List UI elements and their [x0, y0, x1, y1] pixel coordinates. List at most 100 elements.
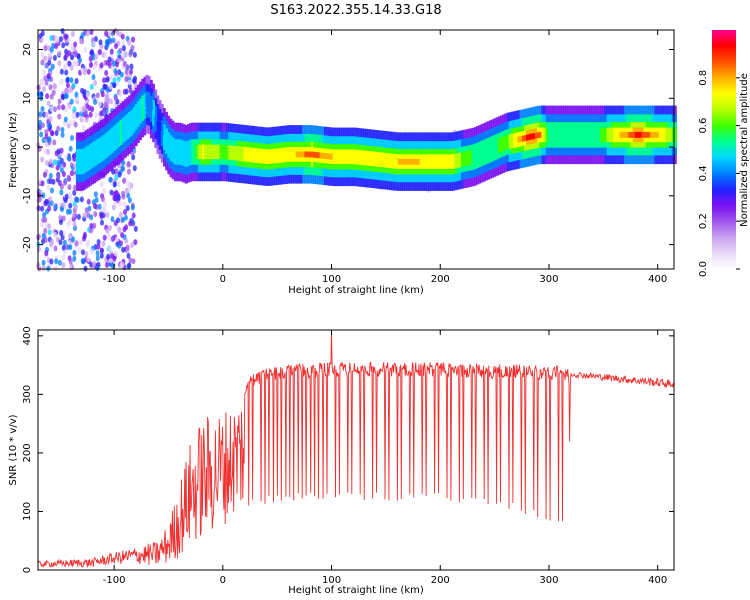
ridge-core-cell [289, 151, 292, 158]
ridge-core-cell [378, 156, 382, 163]
colorbar-tick-label: 0.2 [698, 213, 709, 229]
ridge-core-cell [163, 134, 166, 141]
ridge-core-cell [180, 149, 184, 156]
noise-speckle [124, 187, 129, 194]
ridge-core-cell [419, 158, 423, 165]
noise-speckle [120, 33, 125, 40]
noise-speckle [97, 49, 102, 55]
ridge-core-cell [308, 151, 312, 158]
noise-speckle [93, 191, 98, 198]
ridge-core-cell [189, 149, 192, 156]
noise-speckle [98, 39, 103, 46]
heatmap-x-axis-label: Height of straight line (km) [288, 285, 424, 296]
heatmap-frame [37, 29, 675, 270]
noise-speckle [53, 265, 58, 272]
ridge-core-cell [115, 133, 118, 140]
noise-speckle [89, 83, 94, 90]
noise-speckle [71, 212, 76, 219]
noise-speckle [63, 64, 67, 70]
noise-speckle [59, 230, 64, 237]
ridge-core-cell [580, 131, 584, 138]
noise-speckle [66, 174, 71, 181]
ridge-core-cell [106, 141, 110, 148]
ridge-core-cell [506, 139, 510, 145]
noise-speckle [126, 180, 130, 187]
noise-speckle [60, 126, 65, 133]
ridge-core-cell [628, 131, 632, 138]
noise-speckle [106, 97, 111, 103]
ridge-core-cell [206, 149, 210, 155]
noise-speckle [43, 227, 48, 234]
ridge-core-cell [537, 132, 540, 139]
ridge-core-cell [543, 131, 547, 138]
noise-speckle [102, 234, 107, 241]
noise-speckle [112, 32, 117, 39]
x-tick-label: -100 [103, 575, 126, 586]
noise-speckle [86, 198, 91, 205]
noise-speckle [100, 196, 105, 203]
noise-speckle [58, 214, 63, 221]
noise-speckle [107, 30, 112, 37]
noise-speckle [89, 214, 94, 221]
ridge-core-cell [313, 151, 316, 158]
noise-speckle [57, 50, 62, 57]
ridge-core-cell [267, 153, 271, 160]
noise-speckle [113, 95, 118, 102]
ridge-core-cell [432, 158, 436, 165]
ridge-core-cell [182, 150, 186, 157]
noise-speckle [122, 201, 127, 208]
noise-speckle [120, 232, 125, 238]
noise-speckle [68, 192, 72, 198]
noise-speckle [92, 222, 97, 229]
noise-speckle [64, 193, 69, 200]
noise-speckle [94, 196, 99, 203]
y-tick-label: 0 [22, 567, 33, 573]
noise-speckle [50, 130, 54, 136]
noise-speckle [41, 259, 46, 266]
noise-speckle [72, 221, 77, 228]
noise-speckle [86, 256, 91, 263]
noise-speckle [94, 53, 98, 60]
ridge-core-cell [426, 158, 429, 165]
ridge-core-cell [423, 158, 427, 165]
ridge-core-cell [400, 158, 403, 165]
colorbar: 0.0 0.2 0.4 0.6 0.8 Normalized spectral ampl… [698, 30, 750, 277]
ridge-core-cell [474, 153, 477, 160]
noise-speckle [78, 239, 83, 246]
noise-speckle [74, 91, 79, 98]
noise-speckle [100, 219, 104, 226]
noise-speckle [118, 211, 123, 218]
noise-speckle [54, 35, 59, 42]
ridge-core-cell [434, 158, 438, 165]
ridge-core-cell [484, 148, 488, 155]
noise-speckle [82, 69, 87, 76]
noise-speckle [65, 244, 70, 251]
ridge-core-cell [478, 151, 482, 158]
noise-speckle [132, 51, 137, 58]
noise-speckle [104, 39, 109, 46]
ridge-core-cell [345, 153, 349, 160]
noise-speckle [39, 131, 44, 138]
noise-speckle [121, 193, 126, 200]
ridge-core-cell [634, 131, 638, 138]
noise-speckle [68, 233, 72, 240]
noise-speckle [132, 165, 137, 172]
ridge-core-cell [574, 131, 577, 138]
noise-speckle [95, 92, 100, 99]
noise-speckle [84, 207, 89, 214]
ridge-core-cell [256, 152, 260, 159]
noise-speckle [99, 252, 104, 259]
noise-speckle [56, 104, 61, 111]
noise-speckle [41, 192, 46, 199]
noise-speckle [57, 98, 62, 105]
noise-speckle [69, 77, 74, 84]
noise-speckle [61, 215, 66, 222]
ridge-core-cell [513, 137, 516, 144]
ridge-core-cell [128, 121, 131, 128]
ridge-core-cell [393, 158, 397, 165]
ridge-core-cell [167, 142, 171, 149]
ridge-core-cell [284, 151, 288, 158]
ridge-core-cell [191, 149, 195, 155]
noise-speckle [126, 168, 131, 175]
ridge-core-cell [369, 155, 373, 162]
